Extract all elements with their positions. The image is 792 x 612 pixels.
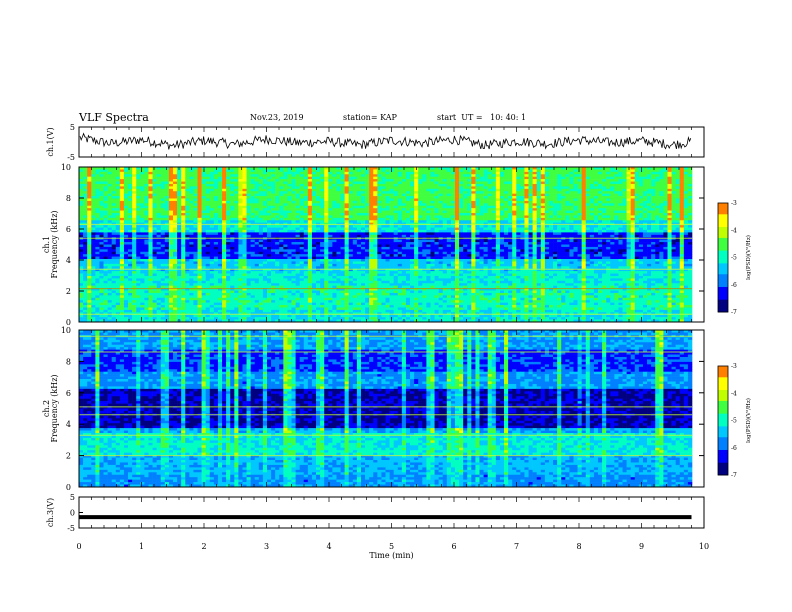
y-tick-label: 8 [66, 357, 71, 366]
colorbar-tick-label: -6 [731, 445, 737, 452]
x-tick-label: 2 [201, 542, 206, 551]
colorbar-tick-label: -3 [731, 200, 737, 207]
y-axis-label: ch.1(V) [46, 127, 55, 156]
y-tick-label: -5 [67, 153, 75, 162]
colorbar [718, 203, 728, 312]
y-tick-label: 2 [66, 287, 71, 296]
x-tick-label: 6 [451, 542, 456, 551]
ch3-panel: 5 0 -5 ch.3(V) [46, 493, 704, 533]
x-tick-label: 0 [76, 542, 81, 551]
colorbar-tick-label: -4 [731, 390, 737, 397]
y-tick-label: 4 [66, 420, 71, 429]
y-axis-label: Frequency (kHz) [50, 374, 59, 442]
x-tick-label: 1 [139, 542, 144, 551]
colorbar-tick-label: -6 [731, 282, 737, 289]
colorbar-label: log(PSD)(V²/Hz) [745, 398, 752, 443]
y-tick-label: 2 [66, 452, 71, 461]
colorbar-tick-label: -7 [731, 309, 737, 316]
x-tick-label: 3 [264, 542, 269, 551]
y-tick-label: 6 [66, 389, 71, 398]
colorbar-tick-label: -7 [731, 472, 737, 479]
y-tick-label: 0 [66, 483, 71, 492]
ch1-spectrogram-cells [79, 167, 692, 322]
x-tick-label: 7 [514, 542, 519, 551]
y-tick-label: 10 [61, 163, 71, 172]
colorbar-label: log(PSD)(V²/Hz) [745, 235, 752, 280]
y-tick-label: 0 [70, 509, 75, 518]
x-tick-label: 5 [389, 542, 394, 551]
colorbar-tick-label: -5 [731, 418, 737, 425]
y-tick-label: -5 [67, 524, 75, 533]
x-axis-label: Time (min) [369, 551, 413, 560]
y-axis-label: ch.3(V) [46, 498, 55, 527]
x-tick-label: 4 [326, 542, 331, 551]
colorbar-tick-label: -4 [731, 227, 737, 234]
colorbar-tick-label: -5 [731, 255, 737, 262]
y-tick-label: 5 [70, 123, 75, 132]
ch2-spectrogram-cells [79, 330, 692, 487]
y-tick-label: 6 [66, 225, 71, 234]
y-tick-label: 5 [70, 493, 75, 502]
x-tick-label: 8 [576, 542, 581, 551]
y-tick-label: 10 [61, 326, 71, 335]
x-tick-label: 10 [699, 542, 709, 551]
colorbar-tick-label: -3 [731, 363, 737, 370]
y-tick-label: 8 [66, 194, 71, 203]
ch1-panel: 5 -5 ch.1(V) [46, 123, 704, 162]
x-tick-label: 9 [639, 542, 644, 551]
colorbar [718, 366, 728, 475]
y-axis-label: Frequency (kHz) [50, 210, 59, 278]
y-tick-label: 4 [66, 256, 71, 265]
